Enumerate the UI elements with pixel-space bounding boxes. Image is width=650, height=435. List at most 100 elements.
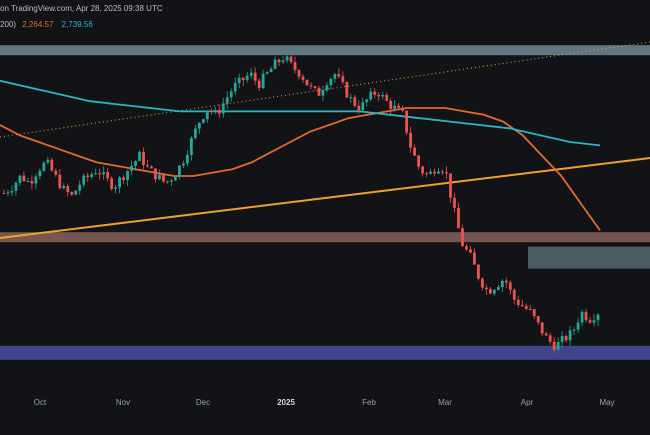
candle-body [556,341,560,350]
ma-value-cyan: 2,739.56 [61,20,93,29]
candle [189,135,193,161]
candle [245,71,249,83]
zone-resistance-top [0,45,650,56]
candle [369,87,373,102]
candle-body [237,77,241,83]
candle-body [337,74,341,77]
candle-body [225,97,229,104]
candle [285,52,289,63]
candle [26,177,30,183]
candle [162,174,165,184]
candle-body [213,109,217,112]
ma-orange-line [0,107,601,231]
candle-body [317,87,321,96]
candle [193,124,197,140]
candle [580,309,584,327]
candle-body [2,193,6,194]
candle-body [142,151,145,166]
candle [512,288,516,305]
candle [381,91,385,100]
candle-body [285,56,289,61]
candle [564,334,568,343]
candle [393,100,397,112]
candle [102,166,106,180]
candle-body [126,170,129,181]
candle-body [469,249,472,253]
candle-body [162,174,165,182]
candle [233,77,237,95]
candle [301,74,305,83]
candle [305,79,309,86]
candle [556,337,560,351]
candle-body [401,107,405,111]
candle [457,202,460,229]
candle [201,118,205,124]
candle-body [409,132,413,148]
candle [469,245,472,254]
candle-body [110,178,114,189]
candle [217,104,221,118]
x-tick-may: May [599,398,615,407]
candle-body [146,165,149,167]
candle [520,299,524,307]
candle [261,69,265,90]
candle [46,157,50,165]
candle [42,160,46,172]
candle-body [429,171,432,174]
candle [544,331,548,336]
candle-body [528,308,532,310]
x-tick-dec: Dec [195,398,211,407]
candle-body [449,173,452,198]
candle-body [281,60,285,63]
candle [492,288,496,296]
candle-body [34,176,38,184]
candle-body [229,91,233,98]
candle [361,97,365,112]
candle [480,277,484,291]
candle [508,280,512,295]
candle [110,176,114,192]
candle-body [14,182,18,191]
candle-body [38,170,42,177]
candle [225,91,229,109]
zone-support-blue [0,345,650,360]
candle-body [457,207,460,229]
zone-resistance-mid [528,246,650,269]
candle [540,322,544,337]
candle [90,171,94,179]
candle [477,263,480,281]
candle-body [257,80,261,89]
candle-body [205,110,209,120]
candle-body [78,184,82,191]
candle [500,278,504,293]
zone-resistance-brown [0,232,650,243]
candle [257,78,261,91]
candle [138,150,141,162]
ma-value-orange: 2,264.57 [22,20,54,29]
candle [185,150,189,167]
candle-body [480,278,484,288]
candle [357,100,361,114]
candle [504,277,508,288]
candle [170,178,173,186]
candle-body [217,109,221,114]
candle-body [90,174,94,177]
candle [560,331,564,348]
candle [473,248,476,265]
candle [209,108,213,115]
candle-body [516,299,520,306]
candle [213,106,217,115]
chart-source-text: on TradingView.com, Apr 28, 2025 09:38 U… [0,4,163,13]
candle [401,105,405,113]
candle [265,71,269,75]
candle [66,183,70,197]
candle-body [477,264,480,279]
candle [309,82,313,90]
candle [142,147,145,170]
candle [82,173,86,188]
candle [453,192,456,213]
candle-body [560,335,564,342]
candle [572,327,576,336]
